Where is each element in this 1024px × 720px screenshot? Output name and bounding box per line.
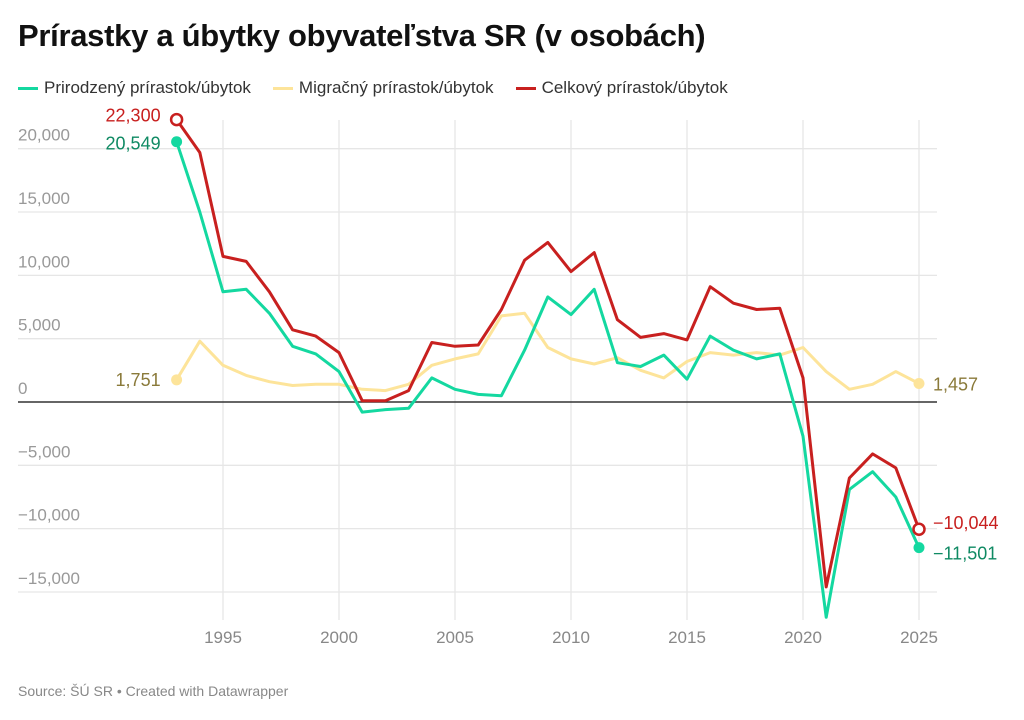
end-value-label: 1,457 [933, 375, 978, 395]
legend-swatch [272, 86, 293, 90]
start-value-label: 1,751 [116, 370, 161, 390]
y-tick-label: 0 [18, 379, 27, 398]
x-tick-label: 2025 [900, 628, 938, 647]
legend-label: Prirodzený prírastok/úbytok [44, 78, 251, 97]
legend-swatch [18, 86, 38, 90]
data-point-marker [913, 378, 925, 390]
legend-item-migration: Migračný prírastok/úbytok [272, 78, 494, 98]
end-value-label: −10,044 [933, 513, 999, 533]
legend-label: Migračný prírastok/úbytok [298, 78, 494, 97]
x-tick-label: 2010 [552, 628, 590, 647]
y-tick-label: −10,000 [18, 506, 80, 525]
end-value-label: −11,501 [933, 544, 997, 564]
x-tick-label: 1995 [204, 628, 242, 647]
legend-item-natural: Prirodzený prírastok/úbytok [18, 78, 251, 98]
data-point-marker [912, 522, 926, 536]
x-tick-label: 2005 [436, 628, 474, 647]
legend: Prirodzený prírastok/úbytok Migračný prí… [18, 78, 728, 98]
x-tick-label: 2020 [784, 628, 822, 647]
chart-title: Prírastky a úbytky obyvateľstva SR (v os… [18, 18, 706, 53]
y-tick-label: 20,000 [18, 126, 70, 145]
legend-swatch [515, 86, 536, 90]
legend-item-total: Celkový prírastok/úbytok [515, 78, 728, 98]
legend-label: Celkový prírastok/úbytok [541, 78, 728, 97]
y-tick-label: 10,000 [18, 252, 70, 271]
x-tick-label: 2000 [320, 628, 358, 647]
x-tick-label: 2015 [668, 628, 706, 647]
y-tick-label: 15,000 [18, 189, 70, 208]
start-value-label: 20,549 [106, 134, 161, 154]
series-line-2 [175, 118, 921, 589]
y-tick-label: −5,000 [18, 442, 70, 461]
y-tick-label: 5,000 [18, 316, 61, 335]
data-point-marker [169, 112, 184, 127]
series-line-0 [175, 141, 921, 619]
data-point-marker [171, 136, 183, 148]
y-tick-label: −15,000 [18, 569, 80, 588]
data-point-marker [171, 374, 183, 386]
data-point-marker [913, 542, 925, 554]
start-value-label: 22,300 [106, 106, 161, 126]
source-note: Source: ŠÚ SR • Created with Datawrapper [18, 683, 289, 699]
